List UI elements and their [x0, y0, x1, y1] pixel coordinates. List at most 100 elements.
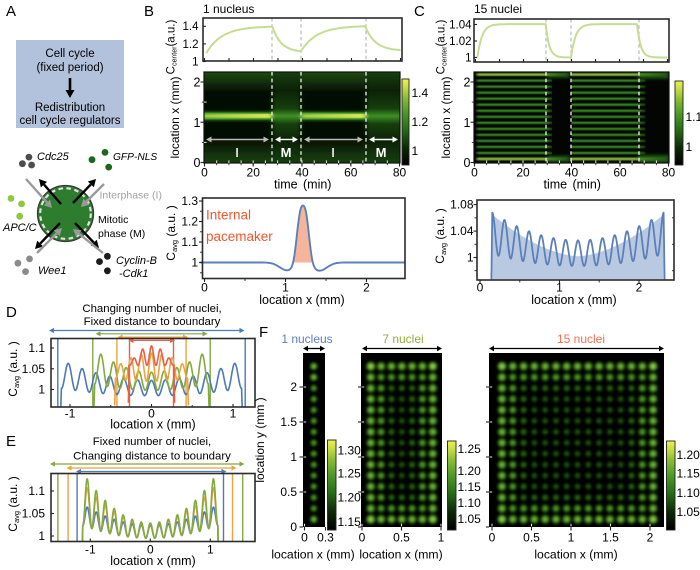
svg-text:0.5: 0.5 [280, 485, 297, 499]
svg-text:1.1: 1.1 [28, 341, 45, 355]
svg-text:1.30: 1.30 [338, 444, 362, 458]
svg-text:location x (mm): location x (mm) [259, 293, 344, 307]
svg-text:1: 1 [464, 116, 471, 130]
svg-text:1.2: 1.2 [412, 115, 429, 129]
svg-text:1.2: 1.2 [183, 39, 199, 51]
svg-text:0: 0 [359, 531, 366, 545]
svg-text:1: 1 [207, 543, 214, 557]
svg-text:location x (mm): location x (mm) [110, 554, 195, 568]
svg-text:1.04: 1.04 [450, 224, 474, 238]
svg-text:0: 0 [194, 156, 201, 170]
svg-text:1.1: 1.1 [686, 110, 700, 124]
svg-text:0.5: 0.5 [393, 531, 410, 545]
svg-text:0: 0 [301, 531, 308, 545]
svg-text:1.25: 1.25 [338, 467, 362, 481]
svg-text:Mitotic: Mitotic [98, 214, 128, 226]
svg-text:F: F [259, 324, 268, 341]
svg-text:80: 80 [393, 166, 407, 180]
svg-text:15 nuclei: 15 nuclei [474, 2, 522, 16]
svg-text:2: 2 [290, 380, 297, 394]
svg-text:APC/C: APC/C [2, 222, 37, 234]
svg-text:1: 1 [194, 116, 201, 130]
svg-text:location x (mm): location x (mm) [534, 548, 617, 562]
svg-text:time: time [274, 178, 298, 192]
svg-text:C: C [414, 3, 425, 20]
svg-text:Cavg (a.u. ): Cavg (a.u. ) [6, 341, 21, 396]
svg-text:1.10: 1.10 [677, 486, 700, 500]
svg-text:0.3: 0.3 [317, 531, 334, 545]
svg-text:1: 1 [192, 56, 198, 68]
svg-text:Cavg (a.u. ): Cavg (a.u. ) [6, 476, 21, 531]
svg-text:location x (mm): location x (mm) [531, 293, 616, 307]
svg-text:Cell cycle: Cell cycle [45, 48, 94, 60]
svg-text:80: 80 [662, 166, 676, 180]
svg-text:time: time [544, 178, 568, 192]
svg-text:1: 1 [467, 251, 474, 265]
svg-text:0: 0 [477, 281, 484, 295]
svg-text:0: 0 [201, 281, 208, 295]
svg-text:location x (mm): location x (mm) [439, 76, 453, 158]
svg-text:1: 1 [290, 450, 297, 464]
svg-text:1.25: 1.25 [458, 442, 482, 456]
svg-text:(fixed period): (fixed period) [36, 62, 103, 74]
svg-text:20: 20 [516, 166, 530, 180]
svg-text:cell cycle regulators: cell cycle regulators [20, 115, 121, 127]
svg-text:0: 0 [464, 156, 471, 170]
svg-text:1.15: 1.15 [338, 515, 362, 529]
svg-text:Changing number of nuclei,: Changing number of nuclei, [82, 303, 221, 315]
svg-text:GFP-NLS: GFP-NLS [113, 152, 157, 163]
svg-text:1: 1 [282, 281, 289, 295]
svg-text:1: 1 [568, 531, 575, 545]
svg-text:60: 60 [613, 166, 627, 180]
svg-text:2: 2 [647, 531, 654, 545]
svg-text:7 nuclei: 7 nuclei [382, 332, 423, 346]
svg-text:1.5: 1.5 [280, 415, 297, 429]
svg-text:1.3: 1.3 [181, 194, 198, 208]
svg-text:20: 20 [247, 166, 261, 180]
svg-text:1.20: 1.20 [458, 464, 482, 478]
svg-text:-Cdk1: -Cdk1 [119, 268, 148, 280]
svg-text:(min): (min) [303, 178, 331, 192]
svg-text:D: D [6, 304, 17, 321]
svg-text:M: M [376, 145, 387, 160]
svg-text:1: 1 [38, 529, 45, 543]
svg-text:0: 0 [471, 166, 478, 180]
svg-text:1: 1 [686, 140, 693, 154]
svg-text:0: 0 [290, 520, 297, 534]
svg-text:-1: -1 [65, 407, 76, 421]
svg-text:Internal: Internal [206, 208, 251, 223]
svg-text:1.1: 1.1 [181, 235, 198, 249]
svg-text:A: A [6, 3, 16, 20]
svg-text:40: 40 [295, 166, 309, 180]
svg-text:1: 1 [412, 144, 419, 158]
svg-text:Changing distance to boundary: Changing distance to boundary [73, 451, 231, 463]
svg-text:Fixed distance to boundary: Fixed distance to boundary [84, 316, 221, 328]
svg-text:1: 1 [38, 383, 45, 397]
svg-text:I: I [235, 145, 239, 160]
svg-text:1.15: 1.15 [677, 467, 700, 481]
svg-text:0: 0 [489, 531, 496, 545]
svg-text:2: 2 [464, 76, 471, 90]
svg-text:1: 1 [465, 53, 471, 65]
svg-text:Wee1: Wee1 [38, 265, 67, 277]
svg-text:1.05: 1.05 [22, 362, 46, 376]
svg-text:40: 40 [565, 166, 579, 180]
svg-text:1.04: 1.04 [449, 20, 472, 32]
svg-text:phase (M): phase (M) [98, 228, 145, 240]
svg-text:1.02: 1.02 [449, 36, 471, 48]
svg-text:1.05: 1.05 [22, 507, 46, 521]
svg-text:1.1: 1.1 [28, 484, 45, 498]
svg-text:2: 2 [636, 281, 643, 295]
svg-text:1.4: 1.4 [183, 21, 200, 33]
svg-text:Ccenter(a.u.): Ccenter(a.u.) [166, 20, 179, 75]
svg-text:M: M [281, 145, 292, 160]
svg-text:1: 1 [438, 531, 445, 545]
svg-text:2: 2 [363, 281, 370, 295]
svg-text:0: 0 [148, 407, 155, 421]
svg-text:0: 0 [147, 543, 154, 557]
svg-text:Cavg (a.u. ): Cavg (a.u. ) [164, 205, 179, 260]
svg-text:1.05: 1.05 [458, 512, 482, 526]
svg-text:E: E [6, 433, 16, 450]
svg-text:1.20: 1.20 [677, 448, 700, 462]
svg-text:location x (mm): location x (mm) [359, 548, 442, 562]
